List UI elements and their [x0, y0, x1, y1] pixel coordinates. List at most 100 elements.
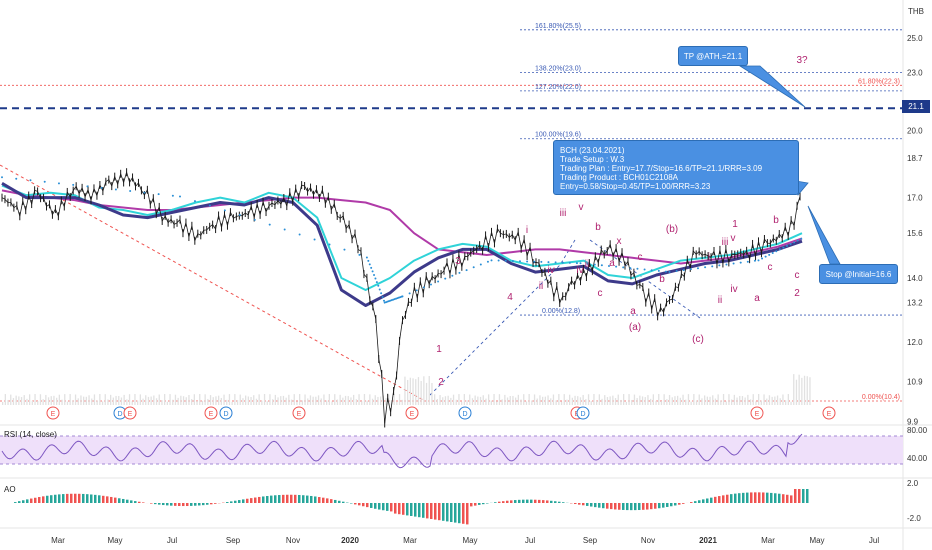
ao-label[interactable]: AO	[4, 485, 16, 494]
ao-bar	[742, 492, 745, 503]
volume-bar	[415, 379, 417, 405]
volume-bar	[790, 401, 792, 405]
trailing-dot	[429, 283, 432, 286]
volume-bar	[566, 399, 568, 405]
volume-bar	[123, 394, 125, 405]
volume-bar	[488, 394, 490, 405]
volume-bar	[539, 395, 541, 405]
volume-bar	[477, 396, 479, 405]
ao-bar	[166, 503, 169, 506]
ao-bar	[590, 503, 593, 507]
trailing-dot	[377, 284, 380, 287]
red-fib-label-0: 61.80%(22.3)	[858, 78, 900, 85]
volume-bar	[420, 380, 422, 405]
volume-bar	[288, 394, 290, 405]
volume-bar	[668, 394, 671, 405]
y-tick-label-0: 25.0	[907, 34, 923, 43]
volume-bar	[444, 396, 447, 405]
wave-label-15: 1	[732, 219, 738, 230]
ao-bar	[326, 498, 329, 503]
volume-bar	[739, 395, 741, 405]
rsi-tick-label: 80.00	[907, 426, 928, 435]
volume-bar	[266, 401, 268, 405]
volume-bar	[317, 395, 320, 405]
ao-bar	[114, 497, 117, 503]
ao-bar	[738, 493, 741, 503]
volume-bar	[23, 395, 25, 405]
trailing-dot	[100, 186, 103, 189]
ao-bar	[706, 498, 709, 503]
volume-bar	[496, 401, 498, 405]
moving-average-line-0	[1, 189, 803, 265]
volume-bar	[598, 394, 600, 405]
rsi-label[interactable]: RSI (14, close)	[4, 430, 57, 439]
volume-bar	[706, 396, 708, 405]
trailing-dot	[373, 273, 376, 276]
volume-bar	[393, 394, 395, 405]
tp-callout[interactable]: TP @ATH.=21.1	[678, 46, 748, 66]
volume-bar	[355, 399, 357, 405]
ao-bar	[698, 500, 701, 503]
volume-bar	[604, 395, 606, 405]
ao-bar	[750, 492, 753, 503]
ao-bar	[682, 503, 685, 504]
event-marker-label: E	[410, 411, 415, 418]
ao-bar	[266, 495, 269, 503]
stop-callout[interactable]: Stop @Initial=16.6	[819, 264, 898, 284]
x-tick-label-14: Jul	[869, 536, 879, 545]
ao-bar	[470, 503, 473, 507]
earnings-marker	[292, 406, 306, 420]
trailing-dot	[650, 269, 653, 272]
trailing-dot	[782, 246, 785, 249]
volume-bar	[64, 394, 66, 405]
wave-label-11: ii	[539, 281, 543, 292]
volume-bar	[56, 397, 58, 405]
trailing-dot	[380, 292, 383, 295]
ao-bar	[254, 497, 257, 503]
ao-bar	[354, 503, 357, 505]
volume-bar	[315, 396, 317, 405]
volume-bar	[525, 401, 528, 405]
trailing-dot	[458, 271, 461, 274]
trailing-dot	[370, 266, 373, 269]
ao-bar	[246, 498, 249, 503]
volume-bar	[120, 397, 123, 405]
ao-bar	[294, 494, 297, 503]
trailing-dot	[504, 259, 507, 262]
wave-label-23: ii	[585, 259, 589, 270]
volume-bar	[158, 394, 160, 405]
trading-plan-callout[interactable]: BCH (23.04.2021) Trade Setup : W.3 Tradi…	[553, 140, 799, 195]
ao-bar	[754, 492, 757, 503]
x-tick-label-2: Jul	[167, 536, 177, 545]
wave-label-0: iii	[560, 208, 567, 219]
volume-bar	[320, 398, 322, 405]
volume-bar	[196, 401, 198, 405]
moving-average-line-1	[1, 184, 803, 291]
trailing-dot	[328, 243, 331, 246]
ao-bar	[122, 498, 125, 503]
volume-bar	[461, 401, 463, 405]
wave-label-7: b	[659, 274, 665, 285]
ao-bar	[394, 503, 397, 514]
y-tick-label-8: 13.2	[907, 298, 923, 307]
volume-bar	[58, 394, 60, 405]
volume-bar	[236, 400, 239, 405]
ao-bar	[78, 493, 81, 503]
ao-bar	[14, 502, 17, 503]
ao-bar	[794, 489, 797, 503]
wave-label-4: a	[609, 258, 615, 269]
trailing-dot	[371, 270, 374, 273]
volume-bar	[350, 397, 352, 405]
volume-bar	[555, 400, 557, 405]
ao-bar	[582, 503, 585, 506]
ao-bar	[46, 495, 49, 503]
trailing-dot	[72, 183, 75, 186]
volume-bar	[774, 396, 776, 405]
volume-bar	[304, 394, 306, 405]
ao-bar	[674, 503, 677, 506]
trailing-dot	[408, 292, 411, 295]
event-marker-label: D	[462, 411, 467, 418]
trailing-dot	[682, 269, 685, 272]
volume-bar	[347, 396, 349, 405]
